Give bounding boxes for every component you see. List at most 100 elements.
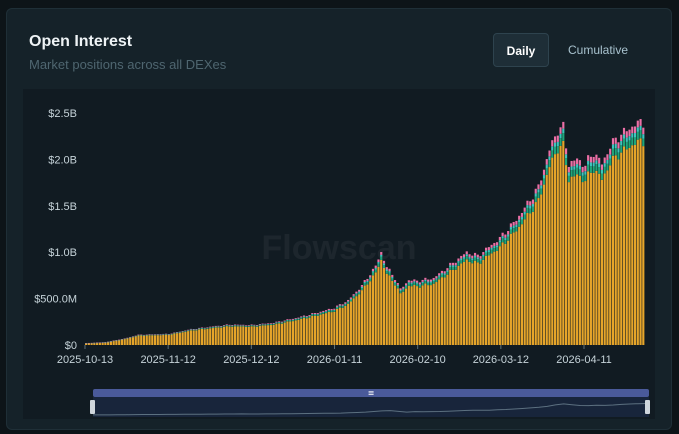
bar-segment bbox=[473, 260, 477, 345]
bar-segment bbox=[609, 154, 612, 159]
bar-segment bbox=[275, 321, 278, 323]
bar-segment bbox=[294, 318, 297, 320]
bar-segment bbox=[313, 315, 317, 345]
bar-segment bbox=[410, 282, 413, 284]
bar-segment bbox=[421, 281, 424, 284]
bar-segment bbox=[462, 258, 466, 263]
bar-segment bbox=[256, 325, 259, 326]
bar-segment bbox=[214, 327, 217, 345]
bar-segment bbox=[570, 170, 573, 177]
bar-segment bbox=[316, 315, 319, 345]
bar-segment bbox=[565, 154, 568, 159]
bar-segment bbox=[247, 326, 250, 327]
bar-segment bbox=[625, 141, 628, 150]
bar-segment bbox=[380, 254, 383, 257]
bar-segment bbox=[300, 317, 303, 318]
bar-segment bbox=[581, 182, 584, 345]
navigator-window bbox=[93, 397, 649, 417]
bar-segment bbox=[440, 274, 444, 278]
bar-segment bbox=[250, 325, 253, 327]
bar-segment bbox=[231, 326, 234, 327]
bar-segment bbox=[589, 156, 592, 163]
bar-segment bbox=[504, 234, 507, 238]
bar-segment bbox=[217, 327, 220, 345]
bar-segment bbox=[366, 278, 369, 281]
bar-segment bbox=[366, 280, 369, 283]
bar-segment bbox=[211, 328, 215, 345]
bar-segment bbox=[413, 282, 416, 285]
bar-segment bbox=[242, 326, 245, 345]
bar-segment bbox=[388, 272, 391, 276]
bar-segment bbox=[402, 288, 405, 290]
bar-segment bbox=[156, 335, 159, 345]
bar-segment bbox=[347, 302, 350, 304]
bar-segment bbox=[112, 340, 115, 345]
bar-segment bbox=[325, 311, 328, 314]
bar-segment bbox=[405, 286, 408, 289]
chart-plot-area[interactable]: Flowscan $0 $500.0M $1.0B $1.5B $2.0B $2.5B 202… bbox=[23, 89, 655, 419]
bar-segment bbox=[473, 257, 477, 261]
bar-segment bbox=[636, 120, 639, 128]
bar-segment bbox=[642, 134, 645, 139]
bar-segment bbox=[501, 238, 504, 243]
bar-segment bbox=[250, 326, 253, 345]
open-interest-chart[interactable]: Flowscan $0 $500.0M $1.0B $1.5B $2.0B $2.5B 202… bbox=[23, 89, 655, 419]
bar-segment bbox=[438, 273, 441, 276]
bar-segment bbox=[322, 310, 325, 312]
bar-segment bbox=[457, 258, 460, 262]
daily-toggle-button[interactable]: Daily bbox=[493, 33, 549, 67]
bar-segment bbox=[349, 299, 352, 302]
bar-segment bbox=[435, 282, 438, 345]
bar-segment bbox=[493, 246, 496, 249]
bar-segment bbox=[382, 267, 386, 345]
bar-segment bbox=[534, 188, 537, 194]
bar-segment bbox=[391, 280, 394, 345]
bar-segment bbox=[600, 173, 604, 180]
bar-segment bbox=[413, 281, 416, 283]
bar-segment bbox=[418, 284, 421, 286]
bar-segment bbox=[261, 324, 264, 326]
bar-segment bbox=[341, 304, 344, 306]
bar-segment bbox=[222, 325, 226, 326]
bar-segment bbox=[231, 325, 234, 326]
bar-segment bbox=[377, 262, 380, 264]
bar-segment bbox=[369, 278, 372, 282]
bar-segment bbox=[556, 146, 559, 154]
bar-segment bbox=[625, 131, 628, 138]
bar-segment bbox=[598, 163, 601, 168]
bar-segment bbox=[120, 339, 124, 345]
bar-segment bbox=[512, 228, 515, 233]
bar-segment bbox=[167, 335, 170, 345]
bar-segment bbox=[360, 285, 364, 287]
bar-segment bbox=[595, 160, 598, 165]
bar-segment bbox=[209, 328, 212, 345]
bar-segment bbox=[592, 172, 595, 345]
bar-segment bbox=[388, 268, 391, 272]
bar-segment bbox=[363, 285, 366, 345]
bar-segment bbox=[487, 255, 490, 345]
bar-segment bbox=[636, 131, 639, 140]
bar-segment bbox=[498, 242, 501, 247]
bar-segment bbox=[603, 157, 606, 164]
bar-segment bbox=[399, 291, 402, 294]
x-tick-label: 2025-10-13 bbox=[57, 354, 113, 366]
bar-segment bbox=[308, 317, 311, 345]
bar-segment bbox=[316, 314, 319, 316]
bar-segment bbox=[578, 160, 581, 166]
bar-segment bbox=[617, 159, 620, 345]
bar-segment bbox=[598, 157, 601, 164]
bar-segment bbox=[416, 283, 419, 287]
bar-segment bbox=[573, 169, 576, 177]
x-tick-label: 2026-02-10 bbox=[390, 354, 446, 366]
bar-segment bbox=[529, 208, 532, 214]
bar-segment bbox=[278, 322, 281, 324]
bar-segment bbox=[449, 265, 452, 267]
bar-segment bbox=[203, 329, 206, 345]
cumulative-toggle-button[interactable]: Cumulative bbox=[567, 43, 629, 57]
bar-segment bbox=[358, 292, 361, 295]
bar-segment bbox=[115, 340, 118, 345]
bar-segment bbox=[587, 164, 590, 172]
bar-segment bbox=[429, 279, 432, 282]
bar-segment bbox=[587, 155, 590, 161]
bar-segment bbox=[336, 307, 339, 309]
